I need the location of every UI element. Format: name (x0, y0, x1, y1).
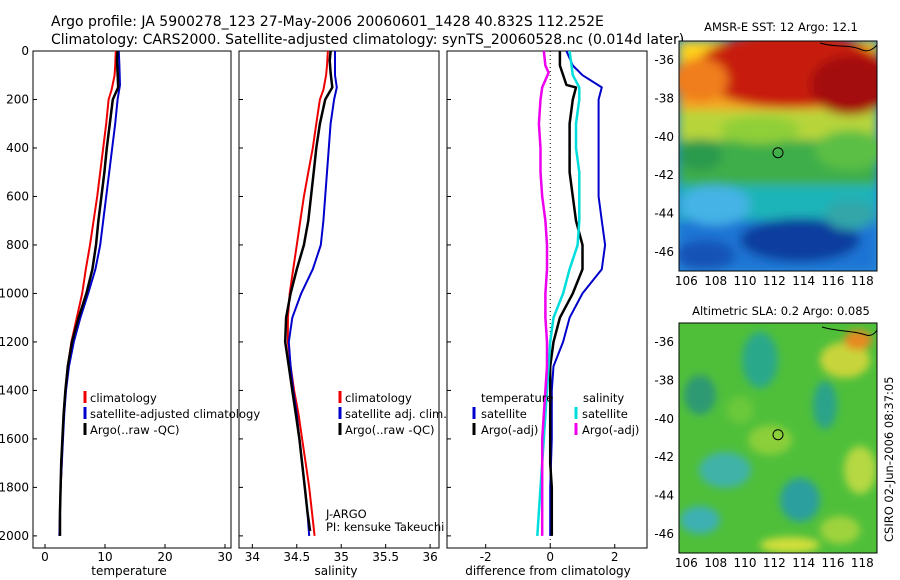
sst_map-ytick-label: -38 (654, 92, 674, 106)
temperature-ytick-label: 2000 (0, 529, 29, 543)
sla-heatmap (679, 323, 877, 553)
sla-argo-position-marker (772, 429, 784, 441)
difference-legend: temperature salinity satellite Argo(-adj… (472, 391, 639, 437)
temperature-ytick-label: 200 (6, 92, 29, 106)
difference-series-temperature-argo-adj- (548, 51, 584, 536)
sst_map-xtick-label: 106 (675, 274, 698, 288)
header-line-2: Climatology: CARS2000. Satellite-adjuste… (51, 32, 684, 48)
legend-temp-satellite: satellite (481, 407, 527, 421)
salinity-series-argo-raw-qc- (283, 50, 334, 532)
legend-sal-argo-diff: Argo(-adj) (582, 423, 639, 437)
difference-axes (446, 50, 648, 549)
legend-sal-satellite: satellite adj. clim. (345, 407, 447, 421)
sst_map-xtick-label: 116 (822, 274, 845, 288)
temperature-series-argo-raw-qc- (58, 50, 120, 536)
sla_map-ytick-label: -42 (654, 450, 674, 464)
salinity-xtick-label: 35.5 (372, 550, 399, 564)
legend-header-temperature: temperature (481, 391, 553, 405)
sla_map-ytick-label: -44 (654, 489, 674, 503)
sla_map-xtick-label: 118 (851, 556, 874, 570)
temperature-axes (32, 50, 232, 549)
credit-line-2: PI: kensuke Takeuchi (326, 520, 444, 534)
sst_map-xtick-label: 112 (763, 274, 786, 288)
salinity-axes (238, 50, 440, 549)
temperature-xtick-label: 20 (157, 550, 172, 564)
sla_map-xtick-label: 114 (792, 556, 815, 570)
temperature-xlabel: temperature (91, 564, 166, 578)
salinity-series-climatology (286, 50, 329, 537)
difference-xtick-label: 0 (546, 550, 554, 564)
temperature-ytick-label: 400 (6, 141, 29, 155)
sla_map-xtick-label: 116 (822, 556, 845, 570)
legend-sal-satellite-diff: satellite (582, 407, 628, 421)
sst_map-ytick-label: -36 (654, 53, 674, 67)
side-timestamp-label: CSIRO 02-Jun-2006 08:37:05 (882, 376, 896, 542)
legend-satellite-adjusted: satellite-adjusted climatology (90, 407, 260, 421)
sla_map-ytick-label: -36 (654, 335, 674, 349)
difference-xlabel: difference from climatology (465, 564, 631, 578)
temperature-ytick-label: 1200 (0, 335, 29, 349)
legend-temp-argo: Argo(-adj) (481, 423, 538, 437)
header-line-1: Argo profile: JA 5900278_123 27-May-2006… (51, 14, 604, 30)
temperature-ytick-label: 0 (21, 44, 29, 58)
temperature-xtick-label: 30 (217, 550, 232, 564)
sla-map-frame (678, 322, 878, 554)
legend-sal-argo: Argo(..raw -QC) (345, 423, 435, 437)
temperature-ytick-label: 1600 (0, 432, 29, 446)
difference-xtick-label: -2 (480, 550, 492, 564)
sla_map-xtick-label: 106 (675, 556, 698, 570)
salinity-xlabel: salinity (314, 564, 357, 578)
salinity-xtick-label: 36 (422, 550, 437, 564)
sla_map-ytick-label: -38 (654, 374, 674, 388)
salinity-xtick-label: 34 (245, 550, 260, 564)
legend-sal-climatology: climatology (345, 391, 412, 405)
temperature-ytick-label: 1800 (0, 480, 29, 494)
temperature-ytick-label: 1400 (0, 383, 29, 397)
sst_map-ytick-label: -44 (654, 207, 674, 221)
temperature-legend: climatology satellite-adjusted climatolo… (83, 391, 260, 437)
legend-climatology: climatology (90, 391, 157, 405)
temperature-ytick-label: 800 (6, 238, 29, 252)
legend-argo-raw: Argo(..raw -QC) (90, 423, 180, 437)
salinity-xtick-label: 35 (334, 550, 349, 564)
sla_map-xtick-label: 110 (734, 556, 757, 570)
temperature-xtick-label: 0 (41, 550, 49, 564)
sst_map-ytick-label: -42 (654, 168, 674, 182)
sla-map-title: Altimetric SLA: 0.2 Argo: 0.085 (692, 304, 870, 318)
sla_map-ytick-label: -46 (654, 527, 674, 541)
difference-series-salinity-argo-adj- (537, 50, 550, 536)
sst-map-title: AMSR-E SST: 12 Argo: 12.1 (704, 20, 858, 34)
credit-line-1: J-ARGO (325, 507, 367, 521)
sst_map-xtick-label: 110 (734, 274, 757, 288)
sst_map-ytick-label: -40 (654, 130, 674, 144)
sst_map-xtick-label: 118 (851, 274, 874, 288)
temperature-ytick-label: 600 (6, 189, 29, 203)
sla_map-xtick-label: 112 (763, 556, 786, 570)
temperature-ytick-label: 1000 (0, 286, 29, 300)
salinity-series-satellite-adj-clim- (287, 51, 338, 536)
difference-series-temperature-satellite (549, 50, 607, 536)
sst_map-xtick-label: 108 (704, 274, 727, 288)
sst_map-ytick-label: -46 (654, 245, 674, 259)
temperature-xtick-label: 10 (97, 550, 112, 564)
sla_map-xtick-label: 108 (704, 556, 727, 570)
salinity-xtick-label: 34.5 (283, 550, 310, 564)
sst-heatmap (679, 41, 877, 271)
sst-argo-position-marker (772, 147, 784, 159)
sla_map-ytick-label: -40 (654, 412, 674, 426)
legend-header-salinity: salinity (583, 391, 624, 405)
salinity-legend: climatology satellite adj. clim. Argo(..… (338, 391, 447, 437)
difference-xtick-label: 2 (611, 550, 619, 564)
sst_map-xtick-label: 114 (792, 274, 815, 288)
sst-map-frame (678, 40, 878, 272)
